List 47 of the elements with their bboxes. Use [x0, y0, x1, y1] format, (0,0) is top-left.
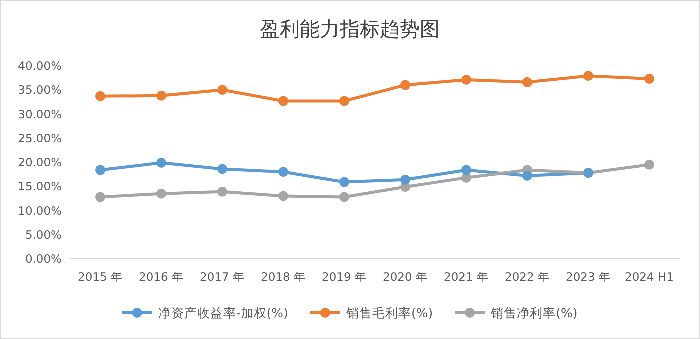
- x-tick-label: 2023 年: [566, 270, 611, 284]
- point: [644, 74, 654, 84]
- legend-label: 销售毛利率(%): [345, 306, 434, 320]
- point: [340, 192, 350, 202]
- x-tick-label: 2024 H1: [625, 270, 674, 284]
- y-tick-label: 30.00%: [18, 107, 62, 122]
- y-tick-label: 20.00%: [18, 156, 62, 170]
- point: [218, 85, 228, 96]
- x-tick-label: 2015 年: [78, 270, 123, 284]
- point: [156, 90, 166, 101]
- point: [156, 188, 166, 199]
- point: [522, 77, 532, 88]
- y-tick-label: 15.00%: [18, 180, 62, 194]
- point: [522, 171, 532, 182]
- x-tick-label: 2021 年: [444, 270, 489, 284]
- point: [218, 186, 228, 197]
- x-tick-label: 2020 年: [383, 270, 428, 284]
- point: [400, 80, 410, 90]
- point: [462, 165, 472, 176]
- title: 盈利能力指标趋势图: [260, 17, 440, 41]
- y-tick-label: 10.00%: [18, 204, 62, 218]
- x-tick-label: 2022 年: [505, 270, 550, 284]
- y-tick-label: 0.00%: [25, 252, 62, 266]
- x-tick-label: 2018 年: [261, 270, 306, 284]
- point: [278, 191, 288, 202]
- point: [340, 96, 350, 106]
- y-tick-label: 25.00%: [18, 131, 62, 146]
- y-tick-label: 40.00%: [18, 59, 62, 73]
- legend-label: 净资产收益率-加权(%): [158, 306, 288, 320]
- x-tick-label: 2017 年: [200, 270, 245, 284]
- y-tick-label: 35.00%: [18, 83, 62, 98]
- point: [278, 167, 288, 178]
- point: [96, 192, 106, 202]
- point: [462, 74, 472, 85]
- point: [584, 71, 594, 82]
- y-tick-label: 5.00%: [25, 228, 62, 242]
- point: [400, 174, 410, 185]
- x-tick-label: 2016 年: [139, 270, 184, 284]
- point: [96, 91, 106, 102]
- legend-label: 销售净利率(%): [490, 306, 578, 320]
- point: [644, 160, 654, 170]
- point: [278, 96, 288, 106]
- point: [218, 164, 228, 174]
- point: [96, 165, 106, 176]
- x-tick-label: 2019 年: [322, 270, 367, 284]
- point: [340, 177, 350, 188]
- point: [156, 158, 166, 168]
